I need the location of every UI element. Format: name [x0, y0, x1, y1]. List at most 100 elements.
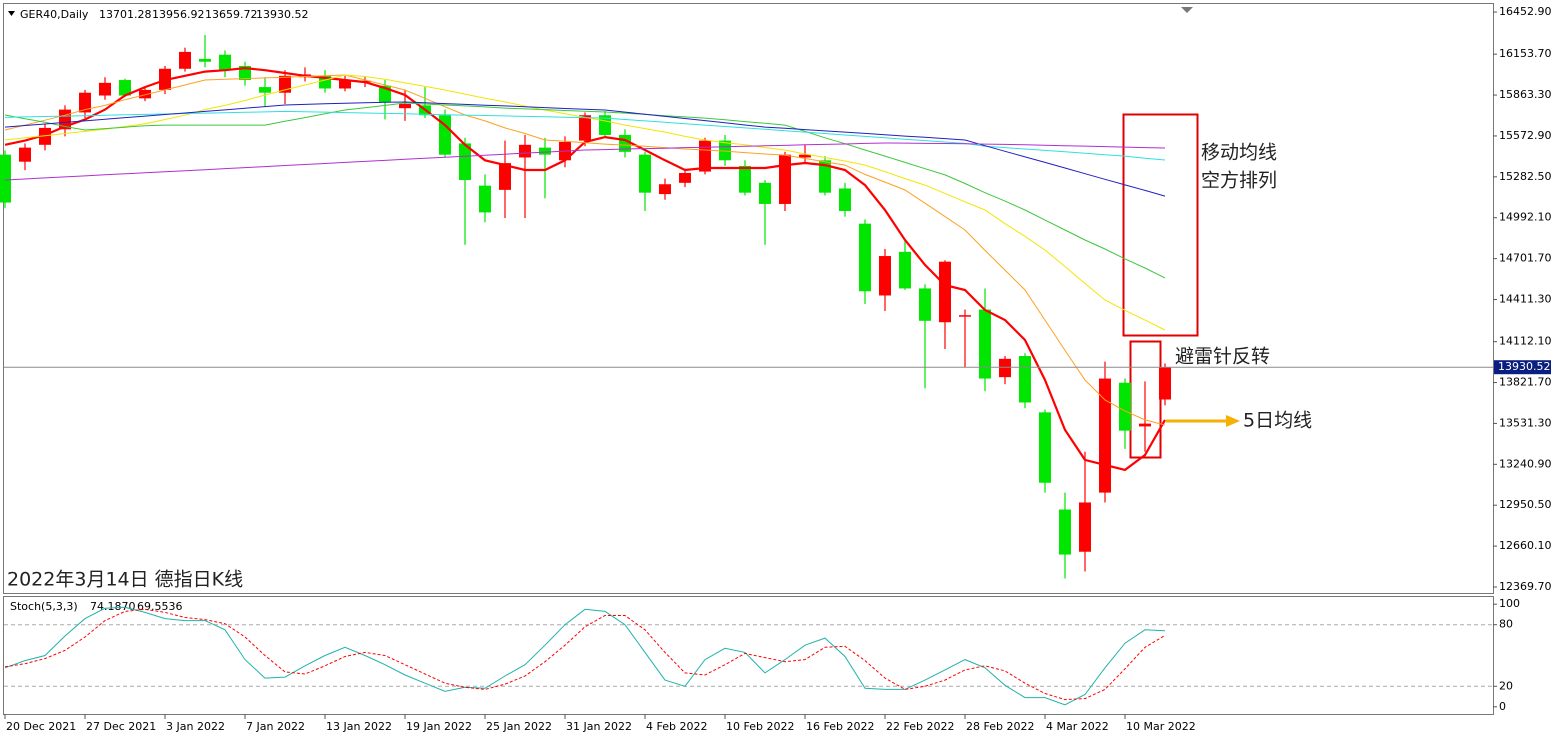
candle-body [899, 251, 911, 289]
candle-body [519, 144, 531, 158]
ma-box [1122, 113, 1199, 337]
candle-body [1159, 367, 1171, 400]
y-tick-label: 14992.10 [1499, 211, 1552, 224]
candle-body [79, 92, 91, 113]
candle-body [1079, 502, 1091, 552]
y-tick-label: 12369.70 [1499, 580, 1552, 593]
candle-body [119, 80, 131, 96]
candle-body [459, 143, 471, 181]
candle-body [739, 165, 751, 193]
x-tick-label: 4 Mar 2022 [1046, 720, 1109, 733]
candle-body [939, 261, 951, 323]
candle-body [699, 140, 711, 172]
stoch-signal-value: 69.5536 [137, 600, 183, 613]
x-tick-label: 27 Dec 2021 [86, 720, 156, 733]
candle-body [859, 223, 871, 292]
candle-body [499, 163, 511, 190]
y-tick-label: 16452.90 [1499, 5, 1552, 18]
moving-average [4, 142, 1166, 181]
ohlc-high: 13956.92 [152, 8, 205, 21]
candle-body [39, 127, 51, 145]
candle-body [539, 147, 551, 155]
candle-body [799, 154, 811, 158]
candle-body [979, 309, 991, 379]
x-tick-label: 13 Jan 2022 [326, 720, 392, 733]
candle-body [959, 315, 971, 317]
x-tick-label: 19 Jan 2022 [406, 720, 472, 733]
candle-body [399, 103, 411, 109]
y-tick-label: 14411.30 [1499, 293, 1552, 306]
symbol: GER40,Daily [20, 8, 89, 21]
candle-body [279, 75, 291, 93]
x-tick-label: 20 Dec 2021 [6, 720, 76, 733]
x-tick-label: 4 Feb 2022 [646, 720, 707, 733]
ohlc-close: 13930.52 [256, 8, 309, 21]
candle-body [179, 51, 191, 69]
price-tag-label: 13930.52 [1498, 360, 1551, 373]
candle-body [19, 147, 31, 162]
candle-body [1019, 356, 1031, 403]
stoch-line [4, 608, 1166, 701]
candle-body [639, 154, 651, 193]
candle-body [139, 89, 151, 99]
y-tick-label: 13531.30 [1499, 416, 1552, 429]
x-tick-label: 3 Jan 2022 [166, 720, 225, 733]
candle-body [999, 358, 1011, 378]
candle-body [919, 288, 931, 321]
candle-body [439, 115, 451, 155]
annotation: 避雷针反转 [1175, 346, 1270, 368]
moving-average [4, 66, 1166, 472]
candle-body [1139, 423, 1151, 427]
y-tick-label: 14701.70 [1499, 252, 1552, 265]
candle-body [199, 58, 211, 62]
y-tick-label: 12950.50 [1499, 498, 1552, 511]
moving-average [4, 101, 1166, 197]
candle-body [1119, 382, 1131, 431]
menu-arrow [8, 11, 15, 16]
candle-body [339, 80, 351, 89]
x-tick-label: 10 Mar 2022 [1126, 720, 1196, 733]
candle-body [479, 185, 491, 213]
candle-body [759, 182, 771, 204]
candle-body [99, 82, 111, 96]
price-tag [1494, 360, 1551, 375]
candle-body [679, 172, 691, 183]
candle-body [659, 184, 671, 195]
y-tick-label: 13240.90 [1499, 457, 1552, 470]
stoch-line [4, 606, 1166, 706]
x-tick-label: 7 Jan 2022 [246, 720, 305, 733]
candle-body [719, 140, 731, 161]
price-panel [3, 3, 1494, 594]
candle-body [1039, 412, 1051, 483]
ohlc-open: 13701.28 [99, 8, 152, 21]
y-tick-label: 100 [1499, 597, 1520, 610]
stoch-title: Stoch(5,3,3) [10, 600, 78, 613]
moving-average [4, 102, 1166, 279]
chart-caption: 2022年3月14日 德指日K线 [7, 569, 243, 591]
stoch-main-value: 74.1870 [90, 600, 136, 613]
annotation: 5日均线 [1243, 410, 1312, 432]
x-tick-label: 10 Feb 2022 [726, 720, 794, 733]
candle-body [1059, 509, 1071, 555]
y-tick-label: 12660.10 [1499, 539, 1552, 552]
x-tick-label: 31 Jan 2022 [566, 720, 632, 733]
candle-body [779, 154, 791, 204]
x-tick-label: 25 Jan 2022 [486, 720, 552, 733]
y-tick-label: 14112.10 [1499, 335, 1552, 348]
stoch-panel [3, 596, 1494, 715]
y-tick-label: 16153.70 [1499, 47, 1552, 60]
y-tick-label: 80 [1499, 618, 1513, 631]
shift-marker [1181, 7, 1193, 13]
moving-average [4, 74, 1166, 426]
y-tick-label: 15863.30 [1499, 88, 1552, 101]
candle-body [879, 256, 891, 296]
y-tick-label: 20 [1499, 679, 1513, 692]
annotation: 移动均线 [1201, 142, 1277, 164]
x-tick-label: 16 Feb 2022 [806, 720, 874, 733]
candle-body [579, 115, 591, 141]
candle-body [0, 154, 11, 203]
candle-body [259, 87, 271, 93]
y-tick-label: 0 [1499, 700, 1506, 713]
arrow-head [1226, 415, 1240, 427]
